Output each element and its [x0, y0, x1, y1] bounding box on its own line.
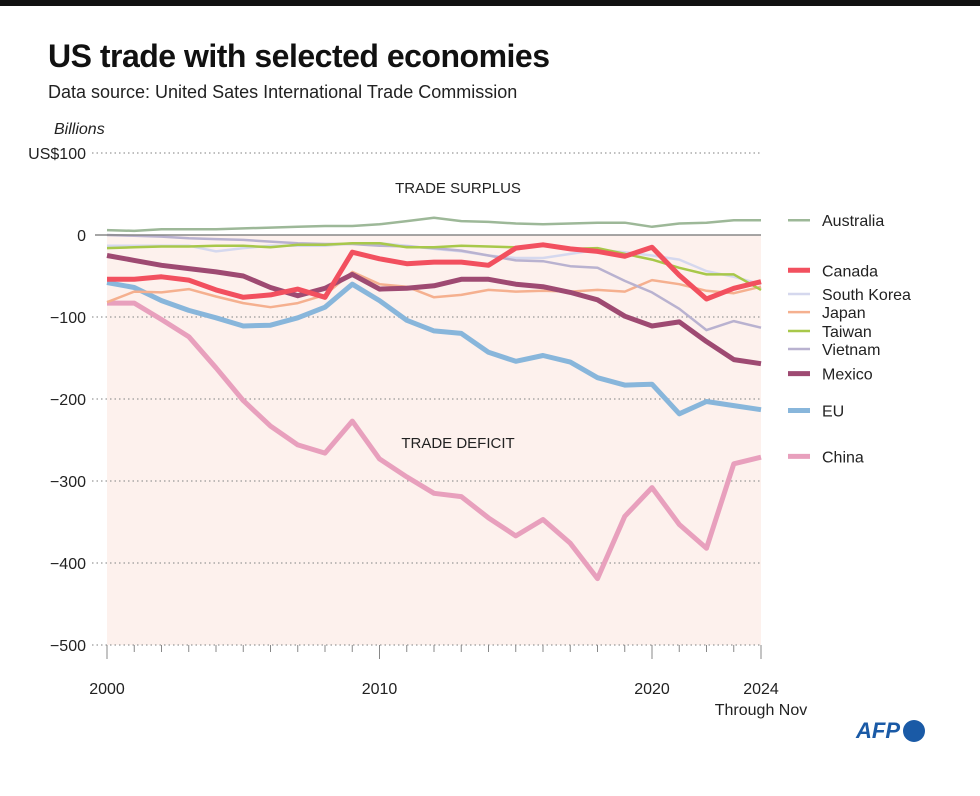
y-tick-label: −100: [50, 310, 86, 327]
legend-label: Vietnam: [822, 342, 880, 359]
y-tick-label: −500: [50, 638, 86, 655]
y-tick-label: US$100: [28, 146, 86, 163]
deficit-area: [107, 235, 761, 645]
legend-label: South Korea: [822, 287, 911, 304]
y-tick-label: −200: [50, 392, 86, 409]
series-line-eu: [106, 280, 762, 417]
top-bar: [0, 0, 980, 6]
legend-label: Mexico: [822, 367, 873, 384]
series-line-taiwan: [106, 241, 762, 291]
legend-label: China: [822, 449, 864, 466]
annotation-trade-deficit: TRADE DEFICIT: [401, 435, 514, 452]
legend-label: Australia: [822, 213, 884, 230]
legend-label: Japan: [822, 305, 866, 322]
y-tick-label: −300: [50, 474, 86, 491]
afp-logo: AFP: [856, 718, 925, 744]
x-tick-label: 2010: [362, 681, 398, 698]
legend-label: Canada: [822, 263, 878, 280]
series-line-australia: [106, 216, 761, 233]
chart-title: US trade with selected economies: [48, 38, 550, 74]
series-line-mexico: [106, 253, 762, 367]
annotation-trade-surplus: TRADE SURPLUS: [395, 180, 521, 197]
series-line-canada: [107, 242, 762, 302]
chart-subtitle: Data source: United Sates International …: [48, 82, 518, 102]
legend-label: EU: [822, 403, 844, 420]
x-axis-note: Through Nov: [715, 702, 808, 719]
x-tick-label: 2020: [634, 681, 670, 698]
y-tick-label: 0: [77, 228, 86, 245]
x-tick-label: 2024: [743, 681, 779, 698]
series-line-china: [107, 300, 762, 582]
x-tick-label: 2000: [89, 681, 125, 698]
y-tick-label: −400: [50, 556, 86, 573]
series-line-japan: [106, 270, 762, 309]
y-axis-label: Billions: [54, 121, 105, 138]
legend-label: Taiwan: [822, 324, 872, 341]
